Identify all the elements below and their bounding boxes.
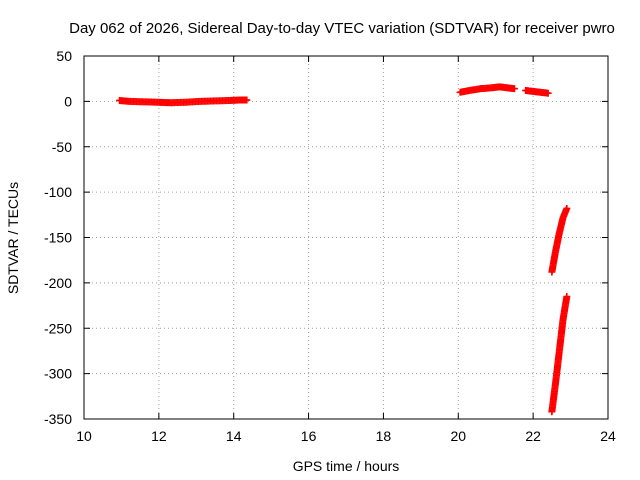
axis-ticks: 10 12 14 16 18 20 22 24 50 0 -50 -100 -150 -200 -250 -3… <box>44 48 616 444</box>
chart-title: Day 062 of 2026, Sidereal Day-to-day VTE… <box>69 20 615 37</box>
data-point-marker <box>544 89 552 97</box>
x-tick-label: 22 <box>525 428 541 444</box>
data-point-marker <box>510 85 518 93</box>
data-point-marker <box>563 292 571 300</box>
x-tick-label: 16 <box>301 428 317 444</box>
x-tick-label: 18 <box>376 428 392 444</box>
x-tick-label: 20 <box>450 428 466 444</box>
y-tick-label: -100 <box>44 184 72 200</box>
x-tick-label: 12 <box>151 428 167 444</box>
data-points <box>116 83 571 416</box>
y-axis-label: SDTVAR / TECUs <box>5 182 21 294</box>
y-tick-label: 50 <box>56 48 72 64</box>
data-point-marker <box>243 96 251 104</box>
plot-border <box>83 55 609 420</box>
y-tick-label: -250 <box>44 320 72 336</box>
y-tick-label: 0 <box>64 93 72 109</box>
y-tick-label: -200 <box>44 275 72 291</box>
x-tick-label: 24 <box>600 428 616 444</box>
y-tick-label: -300 <box>44 366 72 382</box>
x-axis-label: GPS time / hours <box>293 458 400 474</box>
x-tick-label: 14 <box>226 428 242 444</box>
data-point-marker <box>563 204 571 212</box>
x-tick-label: 10 <box>76 428 92 444</box>
y-tick-label: -350 <box>44 411 72 427</box>
y-tick-label: -150 <box>44 230 72 246</box>
y-tick-label: -50 <box>52 139 72 155</box>
grid-lines <box>84 56 608 419</box>
